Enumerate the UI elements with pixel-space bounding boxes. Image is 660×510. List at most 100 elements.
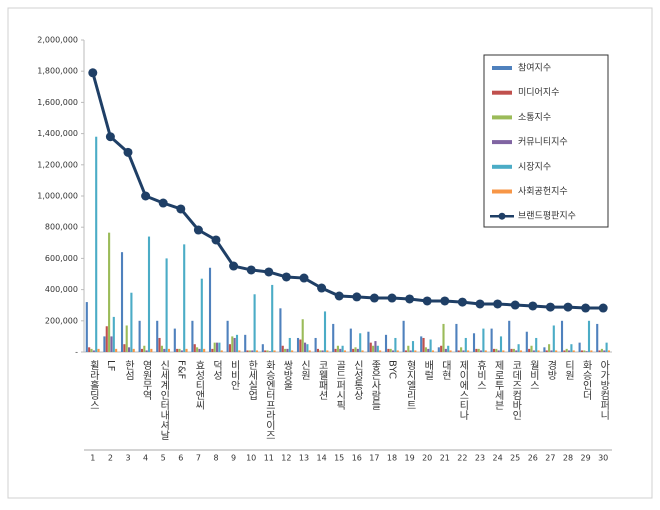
bar — [268, 351, 271, 352]
bar — [156, 320, 159, 352]
bar — [517, 344, 520, 352]
bar — [372, 345, 375, 352]
x-tick-label: 효성티앤씨 — [193, 360, 205, 410]
y-tick-label: 800,000 — [45, 223, 78, 232]
bar — [578, 342, 581, 352]
bar — [253, 294, 256, 352]
bar — [552, 325, 555, 352]
category-number: 1 — [90, 454, 95, 463]
bar — [128, 347, 131, 352]
bar — [477, 348, 480, 352]
y-tick-label: 1,600,000 — [37, 98, 78, 107]
x-tick-label: 코웰패션 — [316, 360, 328, 400]
y-tick-label: 2,000,000 — [37, 36, 78, 45]
bar — [334, 348, 337, 352]
bar — [271, 284, 274, 352]
line-point — [457, 297, 467, 307]
x-tick-label: 배럴 — [422, 360, 434, 380]
line-point — [193, 225, 203, 235]
x-tick-label: 신원 — [299, 360, 311, 380]
bar — [198, 348, 201, 352]
bar — [605, 342, 608, 352]
bar — [228, 344, 232, 352]
bar — [165, 258, 168, 352]
bar — [555, 350, 558, 352]
bar — [251, 350, 254, 352]
category-number: 24 — [493, 454, 503, 463]
y-tick-label: 400,000 — [45, 285, 78, 294]
line-point — [422, 296, 432, 306]
line-point — [299, 273, 309, 283]
bar — [440, 345, 443, 352]
bar — [482, 328, 485, 352]
bar — [598, 350, 601, 352]
line-point — [264, 267, 274, 277]
bar — [103, 336, 106, 352]
bar — [484, 350, 487, 352]
bar — [607, 350, 611, 352]
x-tick-label: 휴비스 — [475, 360, 487, 390]
x-tick-label: 덕성 — [211, 360, 223, 380]
bar — [244, 334, 247, 352]
category-number: 8 — [213, 454, 218, 463]
line-point — [352, 292, 362, 302]
legend-marker — [492, 115, 512, 120]
category-number: 27 — [545, 454, 555, 463]
bar — [462, 350, 465, 352]
bar — [460, 347, 463, 352]
bar — [568, 350, 571, 352]
bar — [497, 350, 500, 352]
x-tick-label: 신세계인터내셔날 — [158, 360, 170, 440]
bar — [306, 344, 309, 352]
bar — [394, 337, 397, 352]
bar — [585, 351, 588, 352]
x-tick-label: 신성통상 — [351, 360, 363, 400]
line-point — [440, 296, 450, 306]
line-point — [334, 291, 344, 301]
x-tick-label: 형지엘리트 — [404, 360, 416, 410]
bar — [369, 342, 372, 352]
bar — [123, 344, 126, 352]
category-number: 18 — [387, 454, 397, 463]
bar — [167, 348, 171, 352]
legend-marker — [492, 164, 512, 169]
bar — [341, 345, 344, 352]
bar — [279, 308, 282, 352]
bar — [384, 334, 388, 352]
bar — [299, 339, 302, 352]
bar — [374, 341, 377, 352]
bar — [570, 344, 573, 352]
category-number: 20 — [422, 454, 432, 463]
y-tick-label: 1,000,000 — [37, 192, 78, 201]
bar — [281, 345, 284, 352]
line-point — [281, 272, 291, 282]
bar — [583, 350, 586, 352]
bar — [191, 320, 194, 352]
bar — [532, 350, 535, 352]
bar — [411, 341, 415, 352]
bar — [163, 348, 166, 352]
bar — [528, 348, 531, 352]
y-tick-label: - — [75, 348, 78, 357]
bar — [472, 333, 476, 352]
bar — [332, 323, 335, 352]
category-number: 11 — [264, 454, 274, 463]
bar — [548, 344, 551, 352]
bar — [248, 350, 251, 352]
category-number: 19 — [405, 454, 415, 463]
line-point — [141, 191, 151, 201]
bar — [525, 331, 528, 352]
bar — [231, 336, 234, 352]
bar — [321, 350, 324, 352]
bar — [404, 350, 408, 352]
line-point — [405, 294, 415, 304]
bar — [356, 348, 359, 352]
bar — [437, 347, 440, 352]
bar — [590, 350, 593, 352]
category-number: 17 — [369, 454, 379, 463]
line-point — [229, 261, 239, 271]
bar — [580, 350, 584, 352]
x-tick-label: 영원무역 — [140, 360, 152, 401]
line-point — [598, 303, 608, 313]
bar — [95, 136, 98, 352]
